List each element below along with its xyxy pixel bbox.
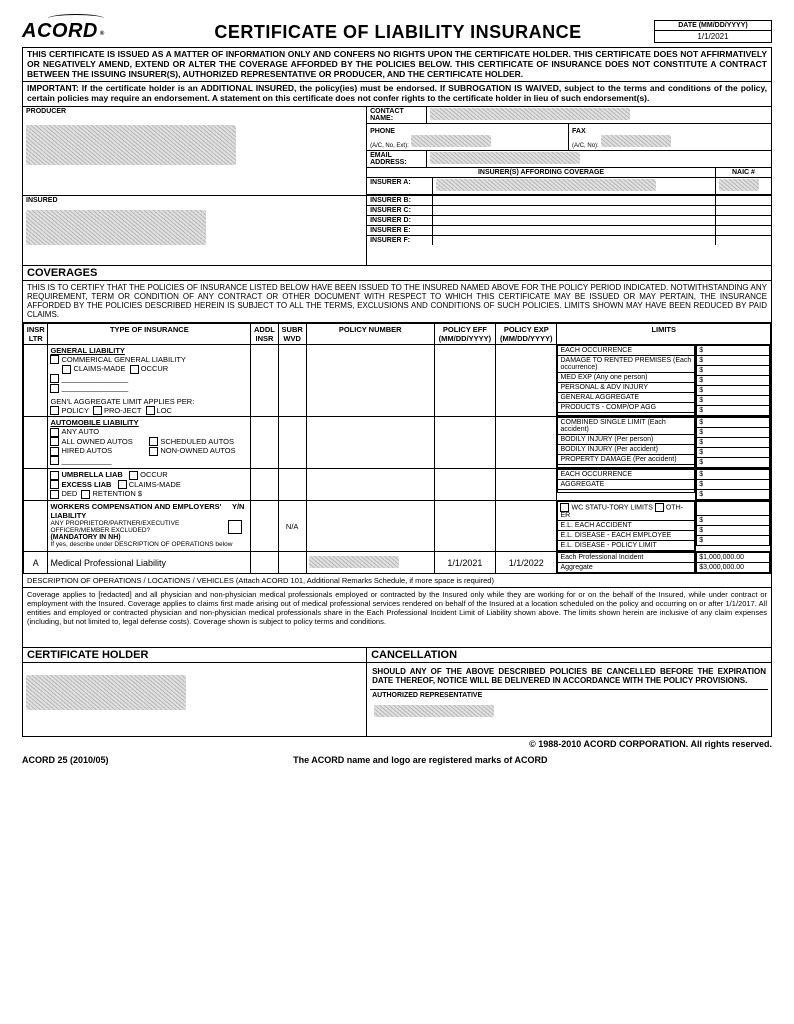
row-workers-comp: WORKERS COMPENSATION AND EMPLOYERS' LIAB… [24,501,771,552]
footer: ACORD 25 (2010/05) The ACORD name and lo… [22,755,772,765]
date-label: DATE (MM/DD/YYYY) [655,21,771,31]
naic-label: NAIC # [716,168,771,177]
cancel-text: SHOULD ANY OF THE ABOVE DESCRIBED POLICI… [370,663,768,690]
coverages-header: COVERAGES [23,266,771,281]
auth-rep-label: AUTHORIZED REPRESENTATIVE [370,690,768,701]
date-value: 1/1/2021 [655,31,771,42]
col-type: TYPE OF INSURANCE [48,323,251,344]
fax-label: FAX [572,128,586,135]
disclaimer-2: IMPORTANT: If the certificate holder is … [23,82,771,107]
coverage-table: INSR LTR TYPE OF INSURANCE ADDL INSR SUB… [23,323,771,575]
trademark: The ACORD name and logo are registered m… [293,755,547,765]
insurer-d-label: INSURER D: [367,216,433,225]
email-label: EMAIL ADDRESS: [367,151,427,167]
row-general-liability: GENERAL LIABILITY COMMERICAL GENERAL LIA… [24,344,771,417]
producer-label: PRODUCER [26,108,363,115]
col-eff: POLICY EFF (MM/DD/YYYY) [434,323,495,344]
form-body: THIS CERTIFICATE IS ISSUED AS A MATTER O… [22,47,772,737]
col-policy-no: POLICY NUMBER [306,323,434,344]
desc-text: Coverage applies to [redacted] and all p… [23,588,771,648]
insured-label: INSURED [26,197,363,204]
contact-name-label: CONTACT NAME: [367,107,427,123]
document-title: CERTIFICATE OF LIABILITY INSURANCE [142,22,654,43]
insurer-b-label: INSURER B: [367,196,433,205]
insurer-a-label: INSURER A: [367,178,433,194]
date-box: DATE (MM/DD/YYYY) 1/1/2021 [654,20,772,43]
producer-contact-row: PRODUCER CONTACT NAME: PHONE(A/C, No, Ex… [23,107,771,196]
holder-cancel-row: CERTIFICATE HOLDER CANCELLATION SHOULD A… [23,648,771,736]
insurers-header: INSURER(S) AFFORDING COVERAGE [367,168,716,177]
desc-header: DESCRIPTION OF OPERATIONS / LOCATIONS / … [23,574,771,588]
cert-text: THIS IS TO CERTIFY THAT THE POLICIES OF … [23,281,771,323]
col-addl: ADDL INSR [251,323,278,344]
disclaimer-1: THIS CERTIFICATE IS ISSUED AS A MATTER O… [23,48,771,82]
form-number: ACORD 25 (2010/05) [22,755,109,765]
col-insr-ltr: INSR LTR [24,323,48,344]
row-umbrella: UMBRELLA LIAB OCCUR EXCESS LIAB CLAIMS-M… [24,469,771,501]
cert-holder-header: CERTIFICATE HOLDER [23,648,366,663]
cancellation-header: CANCELLATION [367,648,771,663]
row-auto-liability: AUTOMOBILE LIABILITY ANY AUTO ALL OWNED … [24,417,771,469]
insurer-f-label: INSURER F: [367,236,433,245]
acord-logo: ACORD® [22,20,142,43]
copyright: © 1988-2010 ACORD CORPORATION. All right… [22,739,772,749]
col-subr: SUBR WVD [278,323,306,344]
row-medical-professional: A Medical Professional Liability 1/1/202… [24,552,771,574]
document-header: ACORD® CERTIFICATE OF LIABILITY INSURANC… [22,20,772,43]
insurer-c-label: INSURER C: [367,206,433,215]
insured-row: INSURED INSURER B: INSURER C: INSURER D:… [23,196,771,266]
insurer-e-label: INSURER E: [367,226,433,235]
col-exp: POLICY EXP (MM/DD/YYYY) [496,323,557,344]
phone-label: PHONE [370,128,395,135]
col-limits: LIMITS [557,323,771,344]
